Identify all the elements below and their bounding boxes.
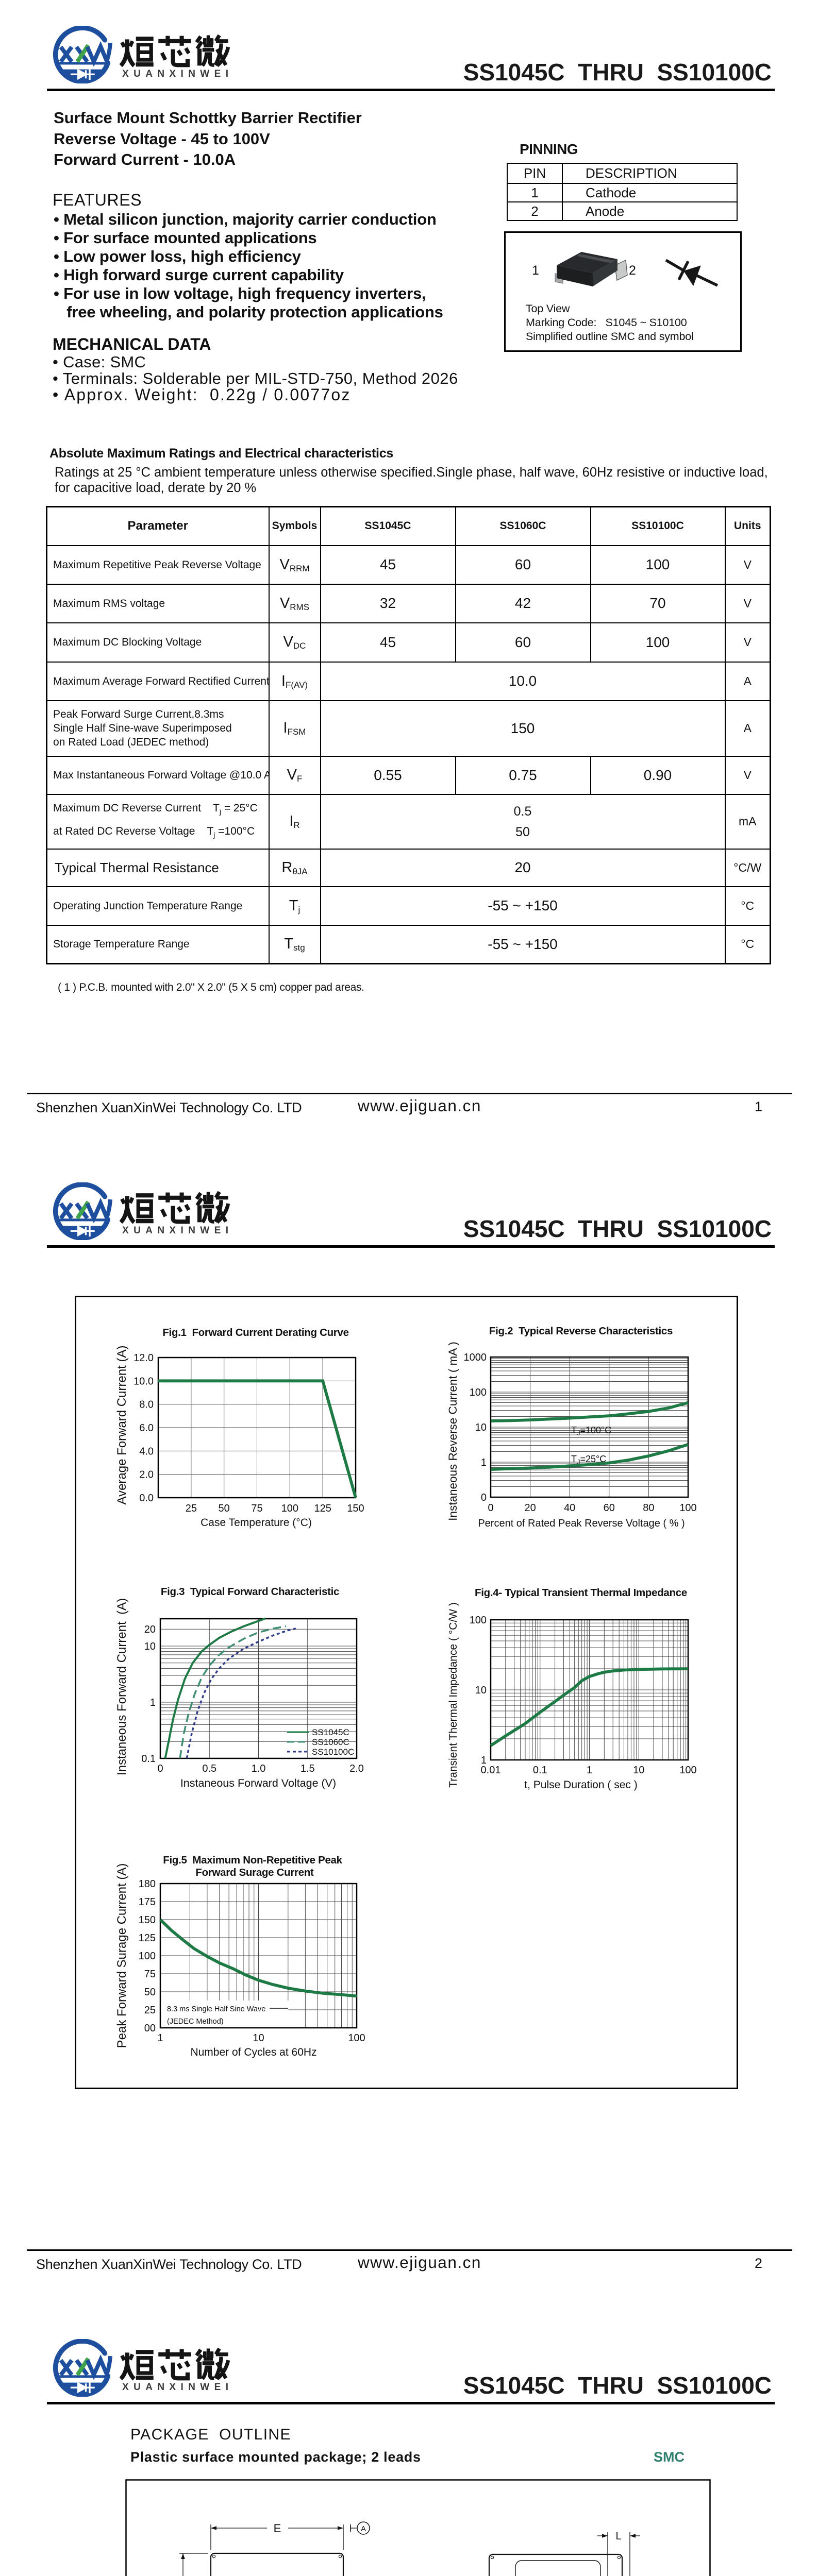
svg-text:100: 100 [470, 1615, 487, 1626]
svg-text:0.0: 0.0 [139, 1493, 154, 1504]
svg-text:Forward Surage Current: Forward Surage Current [195, 1867, 314, 1878]
svg-text:2.0: 2.0 [139, 1469, 154, 1481]
svg-text:TJ=25°C: TJ=25°C [571, 1454, 606, 1466]
svg-text:Instaneous Reverse Current ( m: Instaneous Reverse Current ( mA ) [446, 1342, 459, 1521]
svg-text:A: A [361, 2524, 366, 2533]
svg-text:Instaneous Forward Current (A: Instaneous Forward Current (A) [115, 1598, 129, 1775]
svg-text:Percent of Rated Peak Reverse: Percent of Rated Peak Reverse Voltage ( … [478, 1518, 685, 1529]
svg-text:50: 50 [144, 1987, 156, 1998]
svg-text:SS1045C: SS1045C [312, 1727, 349, 1737]
svg-text:100: 100 [679, 1502, 696, 1514]
svg-text:1: 1 [587, 1765, 592, 1776]
svg-text:125: 125 [314, 1503, 331, 1514]
svg-text:Fig.2 Typical Reverse Charact: Fig.2 Typical Reverse Characteristics [489, 1325, 673, 1337]
svg-text:10.0: 10.0 [133, 1376, 154, 1387]
svg-text:1.0: 1.0 [252, 1763, 266, 1774]
svg-text:00: 00 [144, 2023, 156, 2034]
svg-text:20: 20 [524, 1502, 536, 1514]
svg-text:100: 100 [470, 1387, 487, 1398]
svg-text:40: 40 [564, 1502, 575, 1514]
svg-text:0.1: 0.1 [533, 1765, 547, 1776]
svg-text:0: 0 [481, 1492, 487, 1503]
svg-text:180: 180 [139, 1878, 156, 1890]
svg-text:0: 0 [488, 1502, 493, 1514]
svg-text:2.0: 2.0 [349, 1763, 364, 1774]
svg-text:60: 60 [604, 1502, 615, 1514]
svg-text:Fig.5 Maximum Non-Repetitive: Fig.5 Maximum Non-Repetitive Peak [163, 1854, 342, 1866]
svg-text:175: 175 [139, 1896, 156, 1908]
svg-text:Fig.1 Forward Current Deratin: Fig.1 Forward Current Derating Curve [162, 1327, 348, 1338]
svg-text:1: 1 [150, 1697, 156, 1708]
svg-text:10: 10 [253, 2032, 264, 2044]
svg-text:10: 10 [144, 1641, 156, 1652]
svg-text:25: 25 [186, 1503, 197, 1514]
svg-text:10: 10 [475, 1685, 487, 1696]
svg-text:1.5: 1.5 [301, 1763, 315, 1774]
svg-text:t, Pulse Duration ( sec ): t, Pulse Duration ( sec ) [524, 1779, 637, 1791]
svg-text:100: 100 [348, 2032, 365, 2044]
svg-text:100: 100 [281, 1503, 298, 1514]
svg-text:100: 100 [679, 1765, 696, 1776]
svg-text:75: 75 [251, 1503, 262, 1514]
svg-text:8.0: 8.0 [139, 1399, 154, 1411]
svg-text:1: 1 [481, 1457, 487, 1468]
svg-text:125: 125 [139, 1933, 156, 1944]
svg-text:1: 1 [481, 1755, 487, 1766]
svg-text:Transient Thermal Impedance (: Transient Thermal Impedance ( °C/W ) [447, 1602, 459, 1788]
svg-text:6.0: 6.0 [139, 1422, 154, 1434]
svg-text:100: 100 [139, 1951, 156, 1962]
svg-text:75: 75 [144, 1969, 156, 1980]
svg-text:Peak Forward Surage Current (A: Peak Forward Surage Current (A) [115, 1863, 129, 2048]
svg-text:25: 25 [144, 2005, 156, 2016]
svg-text:50: 50 [219, 1503, 230, 1514]
svg-text:150: 150 [347, 1503, 364, 1514]
svg-text:SS1060C: SS1060C [312, 1737, 349, 1747]
svg-text:1000: 1000 [464, 1352, 487, 1363]
svg-text:0.01: 0.01 [481, 1765, 501, 1776]
svg-text:0.1: 0.1 [141, 1753, 156, 1765]
svg-text:Instaneous Forward Voltage (V): Instaneous Forward Voltage (V) [180, 1777, 336, 1789]
svg-text:0.5: 0.5 [202, 1763, 216, 1774]
svg-text:TJ=100°C: TJ=100°C [571, 1425, 611, 1437]
svg-text:Average Forward Current (A): Average Forward Current (A) [115, 1346, 129, 1505]
svg-text:150: 150 [139, 1914, 156, 1926]
svg-text:SS10100C: SS10100C [312, 1747, 354, 1757]
svg-text:Fig.4- Typical Transient Therm: Fig.4- Typical Transient Thermal Impedan… [475, 1587, 687, 1599]
svg-text:(JEDEC Method): (JEDEC Method) [167, 2018, 224, 2026]
svg-text:10: 10 [633, 1765, 644, 1776]
svg-text:0: 0 [157, 1763, 163, 1774]
svg-text:20: 20 [144, 1624, 156, 1635]
svg-text:4.0: 4.0 [139, 1446, 154, 1457]
svg-text:1: 1 [157, 2032, 163, 2044]
svg-text:E: E [274, 2522, 281, 2535]
svg-text:Fig.3 Typical Forward Charact: Fig.3 Typical Forward Characteristic [161, 1586, 339, 1598]
svg-text:L: L [615, 2531, 621, 2542]
svg-text:Case Temperature (°C): Case Temperature (°C) [201, 1517, 312, 1529]
svg-text:Number of Cycles at 60Hz: Number of Cycles at 60Hz [190, 2046, 316, 2058]
svg-text:12.0: 12.0 [133, 1352, 154, 1364]
svg-text:10: 10 [475, 1422, 487, 1433]
svg-text:80: 80 [643, 1502, 654, 1514]
svg-text:8.3 ms Single Half Sine Wave: 8.3 ms Single Half Sine Wave [167, 2005, 265, 2013]
